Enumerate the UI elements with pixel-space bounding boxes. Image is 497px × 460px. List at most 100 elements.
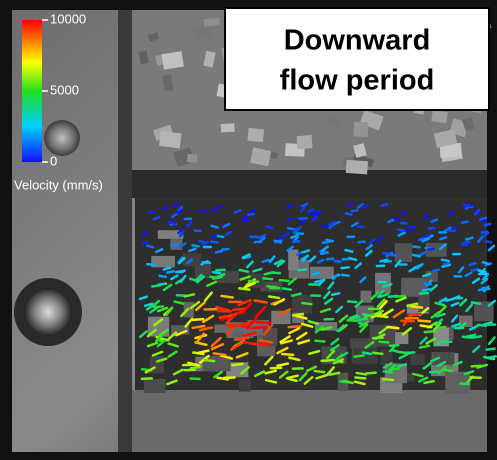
velocity-vector — [290, 292, 302, 297]
velocity-vector — [287, 226, 296, 231]
velocity-vector — [335, 305, 344, 314]
velocity-vector — [382, 283, 393, 288]
particle — [380, 348, 393, 366]
velocity-vector — [376, 298, 386, 308]
velocity-vector — [325, 257, 335, 261]
colorbar-label: Velocity (mm/s) — [14, 177, 103, 192]
velocity-vector — [462, 240, 471, 244]
velocity-vector — [344, 248, 354, 253]
velocity-vector — [486, 355, 497, 360]
velocity-vector — [480, 230, 489, 234]
particle — [262, 328, 278, 347]
velocity-vector — [419, 324, 433, 329]
velocity-vector — [382, 308, 394, 317]
velocity-vector — [443, 226, 452, 233]
particle — [215, 270, 239, 284]
velocity-vector — [165, 306, 174, 317]
velocity-vector — [441, 368, 454, 373]
velocity-vector — [171, 212, 179, 219]
velocity-vector — [396, 228, 405, 232]
velocity-vector — [172, 202, 180, 207]
velocity-vector — [286, 245, 294, 252]
particle — [401, 277, 428, 297]
gravel — [250, 147, 272, 167]
gravel — [353, 143, 367, 158]
velocity-vector — [448, 229, 457, 233]
velocity-vector — [471, 335, 483, 339]
velocity-vector — [224, 230, 233, 237]
velocity-vector — [317, 278, 326, 287]
velocity-vector — [472, 345, 481, 353]
velocity-vector — [427, 247, 435, 251]
gravel — [203, 50, 216, 68]
velocity-vector — [313, 369, 326, 374]
screw — [44, 120, 80, 156]
velocity-vector — [194, 301, 206, 312]
velocity-vector — [401, 327, 413, 336]
velocity-vector — [206, 280, 217, 287]
velocity-vector — [471, 277, 481, 284]
colorbar-tick-label: 10000 — [50, 11, 86, 26]
velocity-vector — [177, 228, 184, 235]
velocity-vector — [297, 339, 311, 345]
velocity-vector — [468, 261, 477, 267]
velocity-vector — [382, 370, 394, 374]
velocity-vector — [245, 317, 258, 330]
velocity-vector — [368, 238, 376, 245]
velocity-vector — [278, 278, 290, 283]
gravel — [329, 116, 342, 126]
velocity-vector — [430, 218, 439, 223]
velocity-vectors — [138, 202, 497, 386]
gravel — [187, 153, 198, 163]
velocity-vector — [417, 319, 432, 323]
velocity-vector — [210, 233, 218, 240]
velocity-vector — [265, 225, 274, 230]
velocity-vector — [315, 374, 328, 380]
velocity-vector — [354, 262, 363, 270]
velocity-vector — [191, 324, 206, 330]
velocity-vector — [291, 312, 305, 317]
velocity-vector — [202, 314, 215, 324]
velocity-vector — [358, 320, 369, 328]
velocity-vector — [487, 244, 496, 252]
velocity-vector — [331, 358, 344, 364]
velocity-vector — [234, 336, 250, 341]
velocity-vector — [141, 240, 150, 246]
particle — [360, 290, 372, 303]
velocity-vector — [179, 242, 187, 248]
velocity-vector — [344, 212, 353, 216]
velocity-vector — [203, 358, 216, 363]
particle — [445, 371, 471, 394]
velocity-vector — [301, 249, 311, 254]
velocity-vector — [328, 221, 336, 227]
velocity-vector — [452, 360, 463, 367]
velocity-vector — [311, 215, 319, 222]
particle — [394, 243, 413, 262]
velocity-vector — [220, 354, 233, 360]
velocity-vector — [378, 292, 390, 299]
velocity-vector — [376, 236, 383, 243]
velocity-vector — [481, 260, 491, 266]
velocity-vector — [151, 350, 164, 357]
velocity-vector — [262, 277, 274, 281]
velocity-vector — [238, 287, 251, 291]
velocity-vector — [307, 208, 315, 213]
velocity-vector — [162, 266, 172, 271]
velocity-vector — [241, 331, 257, 338]
velocity-vector — [216, 376, 230, 381]
gravel — [134, 153, 146, 167]
velocity-vector — [268, 255, 276, 264]
velocity-vector — [303, 375, 314, 385]
velocity-vector — [146, 262, 156, 267]
velocity-vector — [300, 322, 314, 328]
velocity-vector — [402, 313, 413, 327]
velocity-vector — [349, 315, 361, 321]
velocity-vector — [276, 235, 283, 242]
velocity-vector — [240, 366, 250, 375]
velocity-vector — [470, 267, 479, 272]
particle — [406, 303, 430, 314]
velocity-vector — [324, 297, 334, 305]
velocity-vector — [138, 330, 149, 339]
velocity-vector — [288, 356, 301, 362]
